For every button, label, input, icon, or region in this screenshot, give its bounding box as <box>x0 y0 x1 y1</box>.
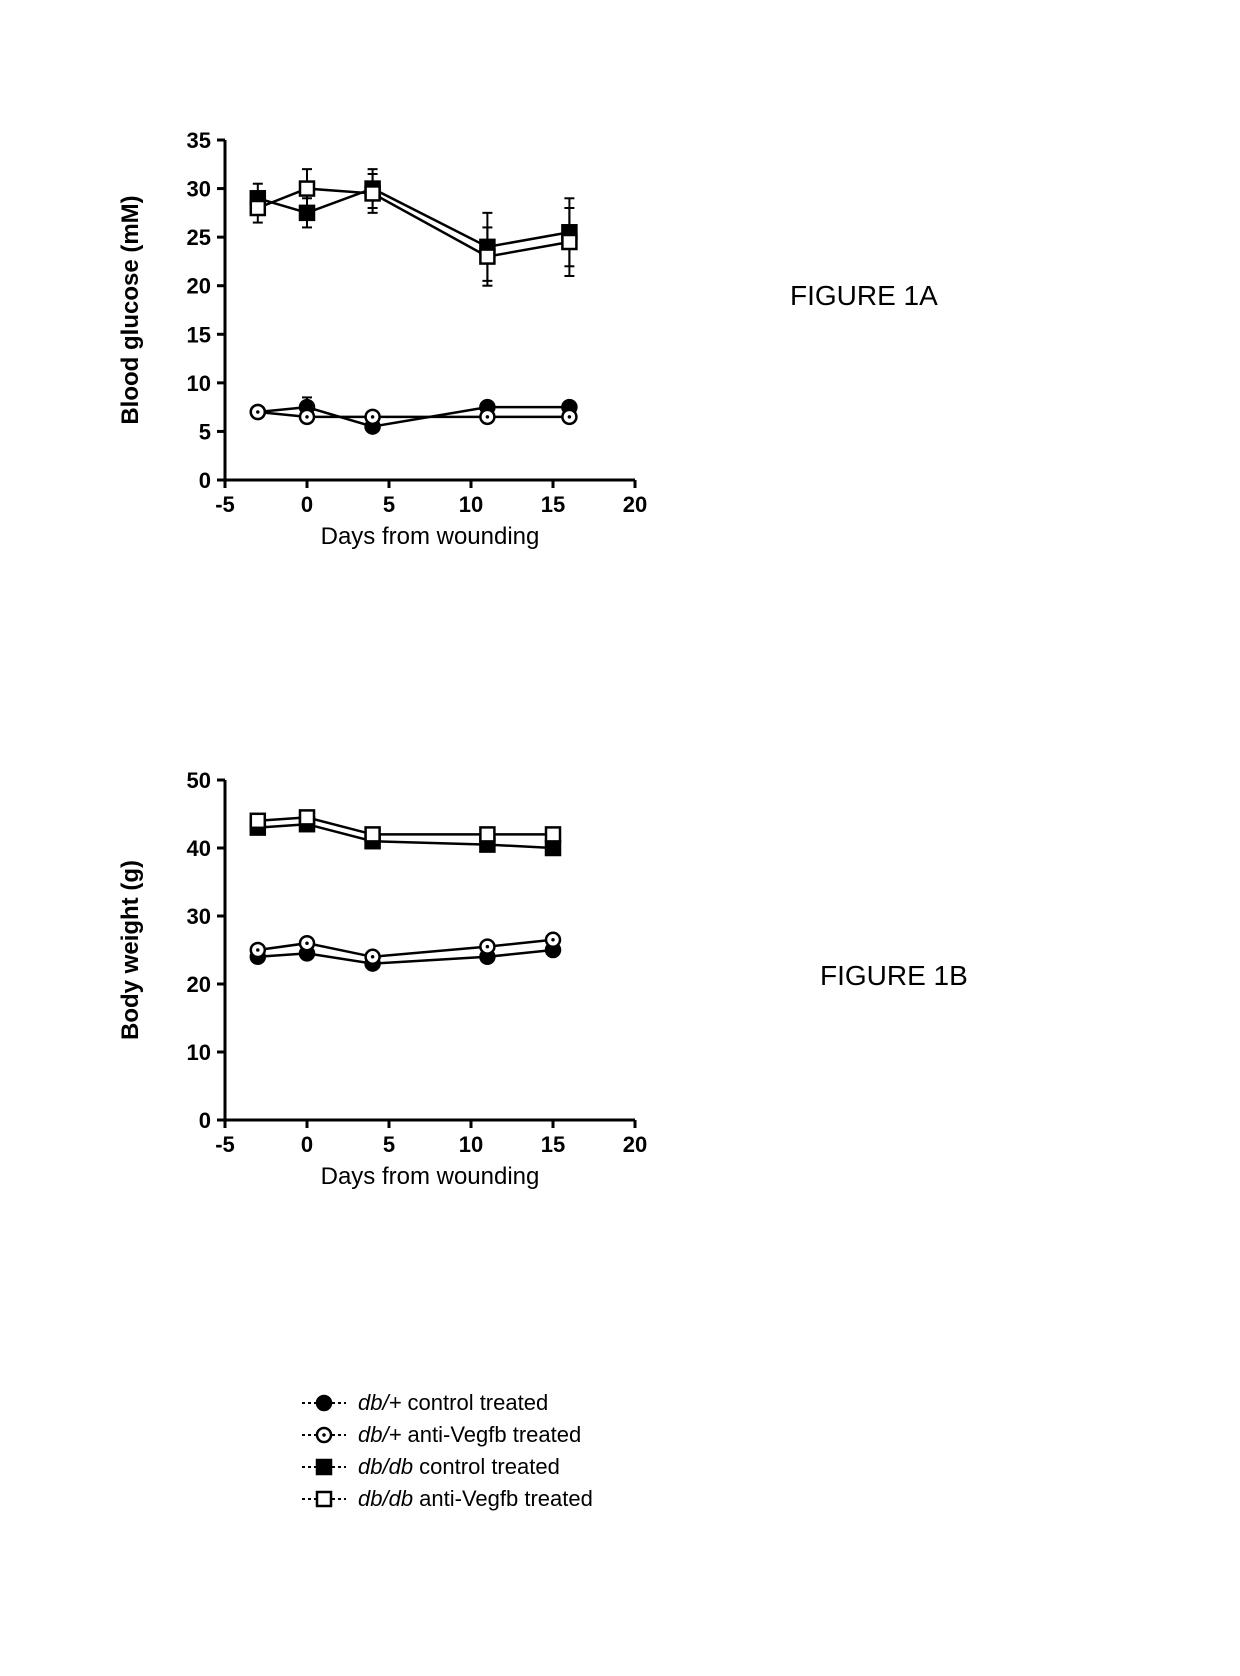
svg-text:20: 20 <box>623 1132 647 1157</box>
svg-text:10: 10 <box>187 371 211 396</box>
figure-1b-label: FIGURE 1B <box>820 960 968 992</box>
legend-item-label: db/+ control treated <box>358 1390 548 1416</box>
svg-text:35: 35 <box>187 128 211 153</box>
svg-text:10: 10 <box>187 1040 211 1065</box>
legend-item: db/+ control treated <box>300 1390 593 1416</box>
figure-1a: 05101520253035-505101520Blood glucose (m… <box>110 120 670 560</box>
svg-text:50: 50 <box>187 768 211 793</box>
legend-item-label: db/db control treated <box>358 1454 560 1480</box>
svg-text:0: 0 <box>301 492 313 517</box>
svg-text:15: 15 <box>187 322 211 347</box>
svg-text:Blood glucose (mM): Blood glucose (mM) <box>117 195 144 424</box>
legend-marker-icon <box>300 1425 348 1445</box>
svg-text:20: 20 <box>187 972 211 997</box>
svg-text:Days from wounding: Days from wounding <box>321 1163 540 1190</box>
figure-1a-chart: 05101520253035-505101520Blood glucose (m… <box>110 120 670 560</box>
svg-text:20: 20 <box>187 274 211 299</box>
svg-text:5: 5 <box>383 492 395 517</box>
legend: db/+ control treated db/+ anti-Vegfb trea… <box>300 1390 593 1518</box>
legend-item-label: db/db anti-Vegfb treated <box>358 1486 593 1512</box>
svg-text:Days from wounding: Days from wounding <box>321 523 540 550</box>
svg-text:40: 40 <box>187 836 211 861</box>
svg-text:30: 30 <box>187 177 211 202</box>
legend-marker-icon <box>300 1457 348 1477</box>
svg-text:0: 0 <box>199 468 211 493</box>
svg-text:Body weight (g): Body weight (g) <box>117 860 144 1040</box>
svg-text:-5: -5 <box>215 492 235 517</box>
svg-text:-5: -5 <box>215 1132 235 1157</box>
svg-text:10: 10 <box>459 492 483 517</box>
svg-text:20: 20 <box>623 492 647 517</box>
svg-text:15: 15 <box>541 492 565 517</box>
figure-1a-label: FIGURE 1A <box>790 280 938 312</box>
svg-text:10: 10 <box>459 1132 483 1157</box>
svg-text:25: 25 <box>187 225 211 250</box>
legend-item: db/db control treated <box>300 1454 593 1480</box>
figure-1b: 01020304050-505101520Body weight (g)Days… <box>110 760 670 1200</box>
legend-item-label: db/+ anti-Vegfb treated <box>358 1422 581 1448</box>
legend-marker-icon <box>300 1489 348 1509</box>
svg-text:0: 0 <box>199 1108 211 1133</box>
svg-text:15: 15 <box>541 1132 565 1157</box>
legend-item: db/db anti-Vegfb treated <box>300 1486 593 1512</box>
svg-text:5: 5 <box>383 1132 395 1157</box>
svg-text:30: 30 <box>187 904 211 929</box>
legend-marker-icon <box>300 1393 348 1413</box>
svg-text:5: 5 <box>199 419 211 444</box>
figure-1b-chart: 01020304050-505101520Body weight (g)Days… <box>110 760 670 1200</box>
legend-item: db/+ anti-Vegfb treated <box>300 1422 593 1448</box>
svg-text:0: 0 <box>301 1132 313 1157</box>
